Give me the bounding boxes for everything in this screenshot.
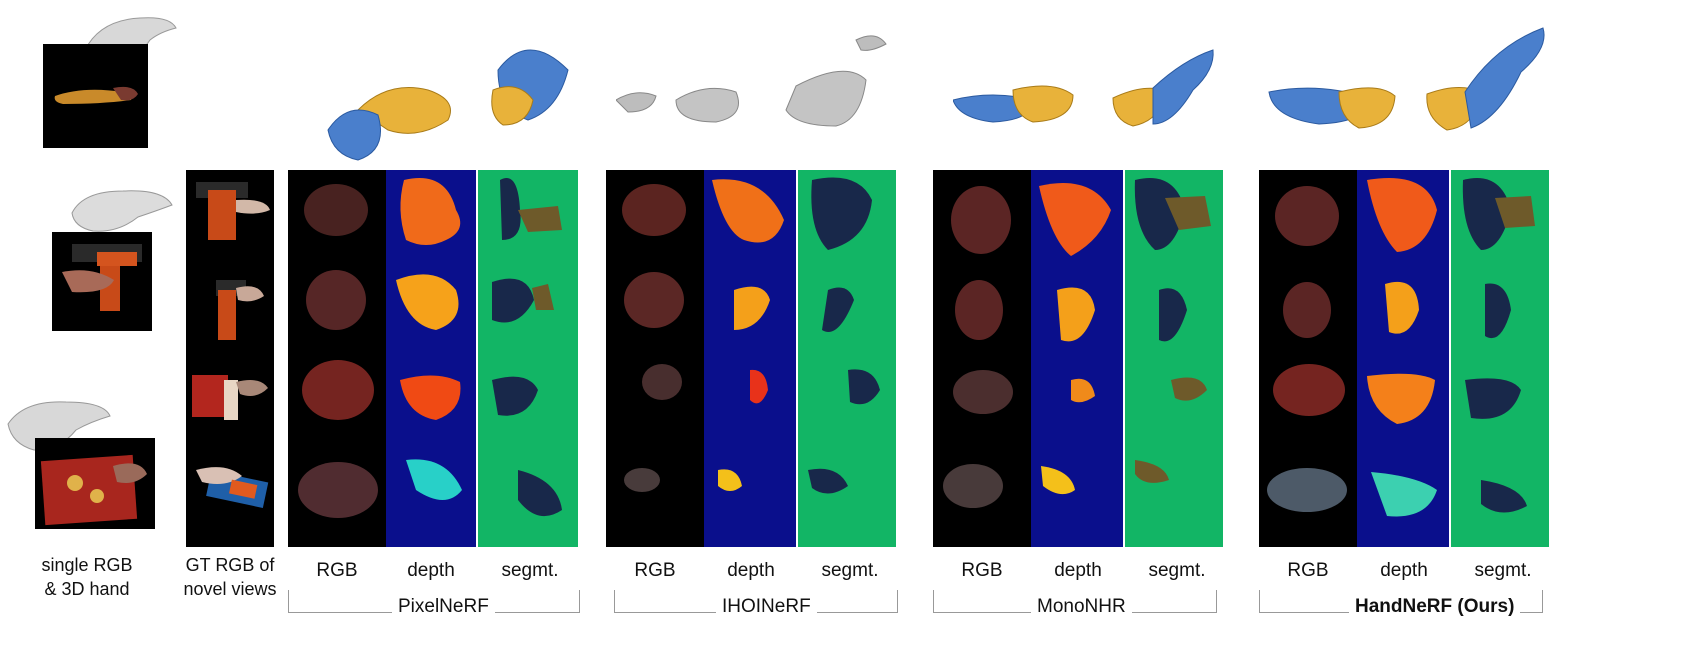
method-panel-mononhr: RGB depth segmt. MonoNHR [933, 0, 1223, 620]
depth-column [704, 170, 796, 547]
rgb-column [1259, 170, 1357, 547]
method-name: PixelNeRF [392, 596, 495, 618]
gt-novel-views [192, 182, 270, 508]
depth-column [1031, 170, 1123, 547]
input-label-line2: & 3D hand [44, 579, 130, 599]
method-name: HandNeRF (Ours) [1349, 596, 1521, 618]
depth-label: depth [727, 560, 775, 581]
gt-label-line2: novel views [183, 579, 277, 599]
gt-label-line1: GT RGB of [185, 555, 275, 575]
mesh-reconstruction [953, 49, 1214, 127]
input-image-3 [35, 438, 155, 529]
rgb-label: RGB [316, 560, 358, 581]
depth-label: depth [1380, 560, 1428, 581]
rgb-column [933, 170, 1031, 547]
input-column-label: single RGB & 3D hand [22, 553, 152, 601]
method-panel-pixelnerf: RGB depth segmt. PixelNeRF [288, 0, 580, 620]
3d-hand-render-3 [7, 401, 111, 451]
gt-column: GT RGB of novel views [183, 170, 277, 599]
gt-column-label: GT RGB of novel views [176, 553, 284, 601]
segmentation-column [478, 170, 578, 547]
segmentation-column [1125, 170, 1223, 547]
depth-column [386, 170, 476, 547]
rgb-label: RGB [961, 560, 1003, 581]
mesh-reconstruction [1268, 27, 1545, 131]
method-name: IHOINeRF [716, 596, 817, 618]
depth-column [1357, 170, 1449, 547]
method-panel-handnerf: RGB depth segmt. HandNeRF (Ours) [1259, 0, 1549, 620]
input-image-2 [52, 232, 152, 331]
input-label-line1: single RGB [41, 555, 133, 575]
rgb-label: RGB [634, 560, 676, 581]
depth-label: depth [1054, 560, 1102, 581]
input-image-1 [43, 44, 148, 148]
input-column: single RGB & 3D hand [0, 0, 185, 600]
segmentation-column [1451, 170, 1549, 547]
rgb-column [288, 170, 386, 547]
mesh-reconstruction [327, 49, 569, 161]
method-panel-ihoinerf: RGB depth segmt. IHOINeRF [606, 0, 898, 620]
depth-label: depth [407, 560, 455, 581]
rgb-column [606, 170, 704, 547]
3d-hand-render-2 [71, 190, 173, 232]
mesh-reconstruction [616, 35, 887, 127]
method-name: MonoNHR [1031, 596, 1132, 618]
segmt-label: segmt. [1148, 560, 1206, 581]
segmentation-column [798, 170, 896, 547]
segmt-label: segmt. [821, 560, 879, 581]
segmt-label: segmt. [501, 560, 559, 581]
rgb-label: RGB [1287, 560, 1329, 581]
segmt-label: segmt. [1474, 560, 1532, 581]
